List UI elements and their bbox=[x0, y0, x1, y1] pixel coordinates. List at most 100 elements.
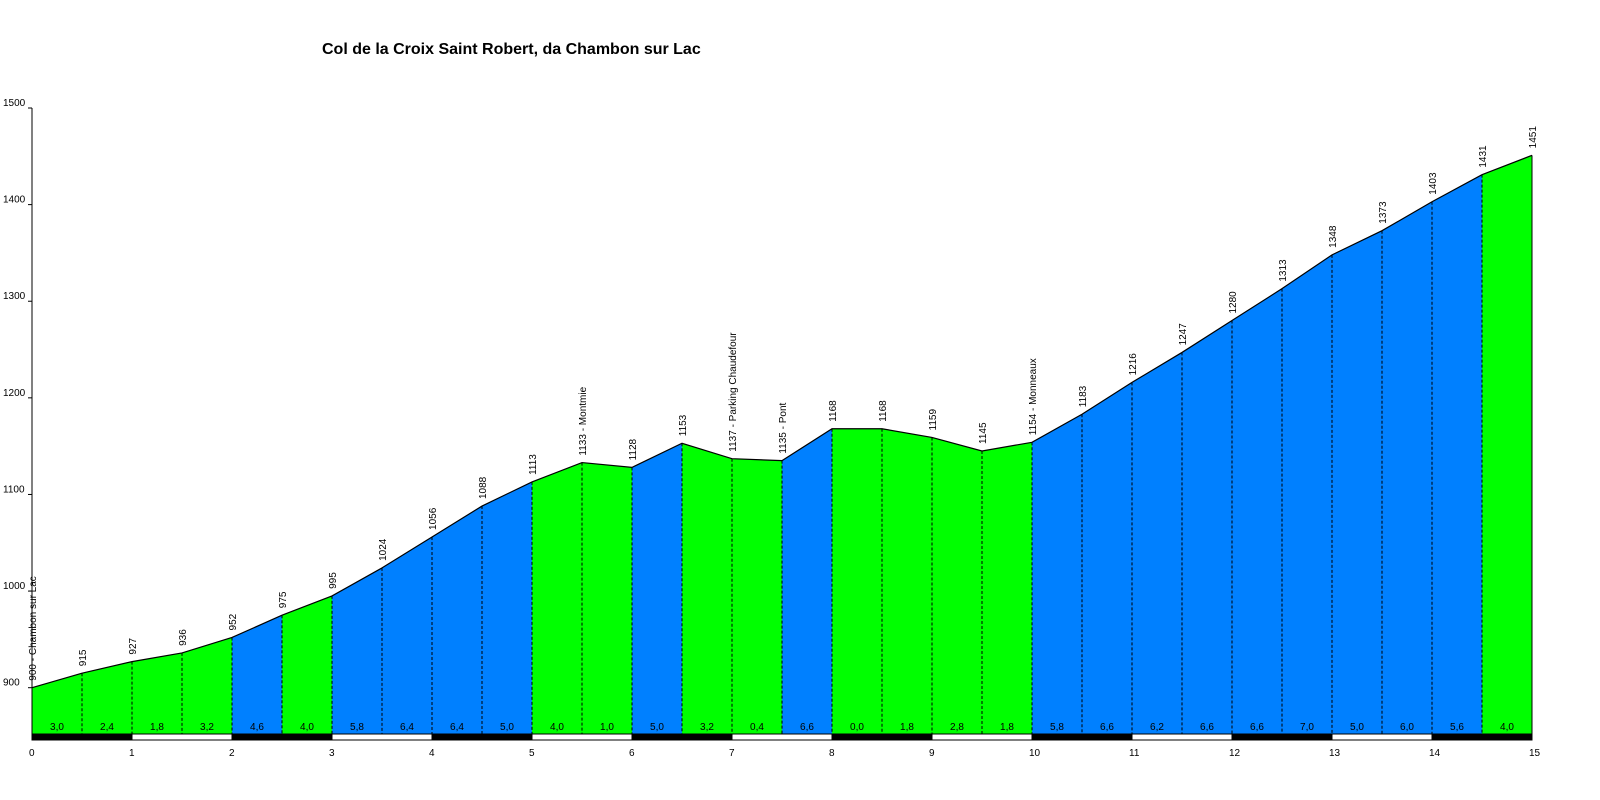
elevation-label: 1137 - Parking Chaudefour bbox=[728, 332, 739, 452]
profile-segment bbox=[632, 443, 682, 734]
km-bar-cell bbox=[1431, 733, 1533, 741]
profile-line-group bbox=[31, 154, 1533, 689]
elevation-label: 1216 bbox=[1128, 353, 1139, 376]
elevation-label: 1159 bbox=[928, 409, 939, 431]
y-tick-label: 1500 bbox=[3, 98, 26, 109]
gradient-label: 5,0 bbox=[650, 722, 664, 733]
profile-segment bbox=[432, 506, 482, 734]
profile-segment bbox=[182, 637, 232, 734]
profile-segment bbox=[1482, 155, 1532, 734]
gradient-label: 6,0 bbox=[1400, 722, 1414, 733]
gradient-label: 2,8 bbox=[950, 722, 964, 733]
profile-segment bbox=[732, 458, 782, 734]
elevation-label: 1348 bbox=[1328, 225, 1339, 248]
gradient-label: 1,8 bbox=[1000, 722, 1014, 733]
km-bar-cell bbox=[631, 733, 733, 741]
elevation-label: 1373 bbox=[1378, 201, 1389, 224]
gradient-label: 1,8 bbox=[900, 722, 914, 733]
km-bar-cell bbox=[231, 733, 333, 741]
gradient-label: 6,6 bbox=[1200, 722, 1214, 733]
km-bar-cell bbox=[731, 733, 833, 741]
elevation-label: 1135 - Pont bbox=[778, 402, 789, 453]
elevation-label: 995 bbox=[328, 572, 339, 589]
gradient-label: 1,8 bbox=[150, 722, 164, 733]
km-bar-cell bbox=[131, 733, 233, 741]
y-tick-label: 1300 bbox=[3, 291, 26, 302]
profile-segment bbox=[282, 595, 332, 734]
elevation-label: 1431 bbox=[1478, 145, 1489, 168]
elevation-label: 900 - Chambon sur Lac bbox=[28, 576, 39, 681]
profile-segment bbox=[782, 428, 832, 734]
y-tick-label: 900 bbox=[3, 678, 20, 689]
km-bar-cell bbox=[31, 733, 133, 741]
chart-title: Col de la Croix Saint Robert, da Chambon… bbox=[322, 41, 701, 58]
x-tick-label: 3 bbox=[329, 748, 335, 759]
profile-segment bbox=[1432, 174, 1482, 734]
km-bar-cell bbox=[1131, 733, 1233, 741]
km-bar-cell bbox=[431, 733, 533, 741]
profile-segment bbox=[1182, 320, 1232, 734]
profile-segment bbox=[382, 536, 432, 734]
elevation-label: 1168 bbox=[828, 400, 839, 422]
elevation-label: 1056 bbox=[428, 507, 439, 530]
profile-segment bbox=[882, 428, 932, 734]
profile-segment bbox=[1082, 382, 1132, 734]
profile-segment bbox=[132, 652, 182, 734]
km-bar-cell bbox=[931, 733, 1033, 741]
gradient-label: 6,6 bbox=[1250, 722, 1264, 733]
profile-segment bbox=[582, 462, 632, 734]
gradient-label: 6,2 bbox=[1150, 722, 1164, 733]
profile-segment bbox=[932, 437, 982, 734]
km-bar-cell bbox=[1231, 733, 1333, 741]
elevation-label: 1247 bbox=[1178, 323, 1189, 346]
elevation-label: 936 bbox=[178, 629, 189, 646]
y-tick-label: 1400 bbox=[3, 195, 26, 206]
y-tick-label: 1200 bbox=[3, 388, 26, 399]
segment-dividers bbox=[81, 155, 1533, 734]
x-tick-label: 1 bbox=[129, 748, 135, 759]
profile-segment bbox=[482, 481, 532, 734]
gradient-labels: 3,0 2,4 1,8 3,2 4,6 4,0 5,8 6,4 6,4 5,0 4,0 1,0 5,0 3… bbox=[50, 722, 1514, 733]
x-tick-label: 2 bbox=[229, 748, 235, 759]
elevation-label: 952 bbox=[228, 613, 239, 630]
elevation-label: 1280 bbox=[1228, 291, 1239, 314]
gradient-label: 2,4 bbox=[100, 722, 114, 733]
x-tick-label: 11 bbox=[1129, 748, 1140, 759]
km-bar-cell bbox=[531, 733, 633, 741]
profile-segment bbox=[1032, 414, 1082, 734]
elevation-label: 1451 bbox=[1528, 126, 1539, 149]
profile-segment bbox=[532, 462, 582, 734]
gradient-label: 5,6 bbox=[1450, 722, 1464, 733]
gradient-label: 5,0 bbox=[500, 722, 514, 733]
gradient-label: 4,0 bbox=[550, 722, 564, 733]
elevation-label: 1113 bbox=[528, 454, 539, 475]
gradient-label: 5,8 bbox=[350, 722, 364, 733]
gradient-label: 1,0 bbox=[600, 722, 614, 733]
elevation-label: 1145 bbox=[978, 422, 989, 444]
gradient-label: 4,0 bbox=[1500, 722, 1514, 733]
elevation-label: 1403 bbox=[1428, 172, 1439, 195]
elevation-label: 1168 bbox=[878, 400, 889, 422]
elevation-label: 1154 - Monneaux bbox=[1028, 358, 1039, 435]
elevation-label: 1128 bbox=[628, 438, 639, 460]
profile-segment bbox=[982, 442, 1032, 734]
x-tick-label: 14 bbox=[1429, 748, 1441, 759]
gradient-label: 0,0 bbox=[850, 722, 864, 733]
gradient-label: 5,0 bbox=[1350, 722, 1364, 733]
profile-segment bbox=[1332, 230, 1382, 734]
elevation-label: 1133 - Montmie bbox=[578, 386, 589, 455]
y-tick-label: 1000 bbox=[3, 581, 26, 592]
profile-segments bbox=[32, 155, 1532, 734]
elevation-label: 1088 bbox=[478, 476, 489, 499]
profile-segment bbox=[332, 567, 382, 734]
profile-segment bbox=[1282, 254, 1332, 734]
km-bar-cell bbox=[331, 733, 433, 741]
km-bar-cell bbox=[1031, 733, 1133, 741]
y-tick-label: 1100 bbox=[3, 484, 25, 495]
x-tick-label: 7 bbox=[729, 748, 735, 759]
elevation-label: 927 bbox=[128, 637, 139, 654]
elevation-label: 975 bbox=[278, 591, 289, 608]
gradient-label: 3,2 bbox=[200, 722, 214, 733]
